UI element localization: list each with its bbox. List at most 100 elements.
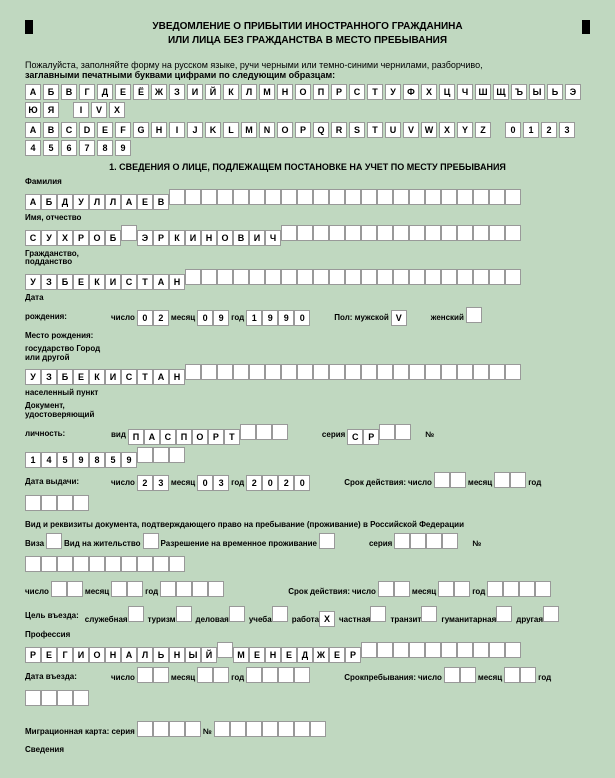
cell[interactable] (441, 225, 457, 241)
cell[interactable] (201, 364, 217, 380)
cell[interactable]: 2 (137, 475, 153, 491)
cell[interactable]: 0 (294, 475, 310, 491)
cell[interactable] (460, 667, 476, 683)
cell[interactable]: У (25, 369, 41, 385)
cell[interactable]: А (25, 194, 41, 210)
cell[interactable] (378, 581, 394, 597)
cell[interactable] (233, 269, 249, 285)
cell[interactable] (505, 225, 521, 241)
cell[interactable] (425, 269, 441, 285)
cell[interactable] (265, 269, 281, 285)
cell[interactable] (294, 721, 310, 737)
cell[interactable]: 3 (153, 475, 169, 491)
cell[interactable]: 1 (25, 452, 41, 468)
cell[interactable]: 3 (213, 475, 229, 491)
cell[interactable] (310, 721, 326, 737)
cell[interactable] (272, 424, 288, 440)
cell[interactable] (329, 269, 345, 285)
cell[interactable] (233, 364, 249, 380)
cell[interactable] (505, 642, 521, 658)
cell[interactable] (409, 189, 425, 205)
cell[interactable] (395, 424, 411, 440)
cell[interactable] (361, 269, 377, 285)
cell[interactable] (473, 225, 489, 241)
cell[interactable] (393, 364, 409, 380)
cell[interactable] (169, 721, 185, 737)
cell[interactable] (197, 667, 213, 683)
cell[interactable] (503, 581, 519, 597)
cell[interactable] (25, 556, 41, 572)
cell[interactable]: Э (137, 230, 153, 246)
cell[interactable]: 9 (262, 310, 278, 326)
cell[interactable]: И (249, 230, 265, 246)
cell[interactable]: Е (73, 274, 89, 290)
cell[interactable]: 9 (73, 452, 89, 468)
cell[interactable] (450, 472, 466, 488)
cell[interactable]: 5 (57, 452, 73, 468)
cell[interactable]: К (89, 369, 105, 385)
cell[interactable] (361, 225, 377, 241)
cell[interactable] (505, 364, 521, 380)
cell[interactable]: Р (345, 647, 361, 663)
cell[interactable] (57, 690, 73, 706)
cell[interactable]: V (391, 310, 407, 326)
cell[interactable] (505, 269, 521, 285)
cell[interactable] (409, 225, 425, 241)
cell[interactable] (176, 581, 192, 597)
cell[interactable]: Е (73, 369, 89, 385)
cell[interactable]: О (89, 647, 105, 663)
cell[interactable] (73, 556, 89, 572)
cell[interactable] (457, 364, 473, 380)
purpose-check[interactable] (176, 606, 192, 622)
cell[interactable] (249, 364, 265, 380)
cell[interactable] (153, 447, 169, 463)
cell[interactable]: 0 (262, 475, 278, 491)
cell[interactable]: Н (169, 369, 185, 385)
cell[interactable]: Е (329, 647, 345, 663)
cell[interactable] (473, 642, 489, 658)
cell[interactable] (473, 364, 489, 380)
cell[interactable]: П (176, 429, 192, 445)
cell[interactable]: К (169, 230, 185, 246)
cell[interactable] (169, 556, 185, 572)
cell[interactable] (438, 581, 454, 597)
cell[interactable] (256, 424, 272, 440)
cell[interactable] (51, 581, 67, 597)
cell[interactable]: А (121, 647, 137, 663)
cell[interactable] (441, 364, 457, 380)
cell[interactable]: Д (57, 194, 73, 210)
cell[interactable]: А (121, 194, 137, 210)
cell[interactable] (489, 225, 505, 241)
cell[interactable] (143, 533, 159, 549)
cell[interactable]: Е (137, 194, 153, 210)
cell[interactable] (201, 189, 217, 205)
purpose-check[interactable]: X (319, 611, 335, 627)
cell[interactable] (121, 225, 137, 241)
cell[interactable] (281, 225, 297, 241)
cell[interactable]: Р (363, 429, 379, 445)
cell[interactable] (457, 642, 473, 658)
cell[interactable]: С (121, 369, 137, 385)
cell[interactable]: Х (57, 230, 73, 246)
cell[interactable] (25, 690, 41, 706)
cell[interactable]: С (160, 429, 176, 445)
cell[interactable] (201, 269, 217, 285)
cell[interactable]: С (25, 230, 41, 246)
cell[interactable] (73, 495, 89, 511)
cell[interactable] (466, 307, 482, 323)
cell[interactable] (265, 189, 281, 205)
purpose-check[interactable] (272, 606, 288, 622)
cell[interactable]: Н (265, 647, 281, 663)
cell[interactable] (249, 189, 265, 205)
cell[interactable]: Н (169, 274, 185, 290)
cell[interactable] (297, 225, 313, 241)
cell[interactable] (377, 364, 393, 380)
cell[interactable] (153, 721, 169, 737)
cell[interactable]: В (153, 194, 169, 210)
purpose-check[interactable] (496, 606, 512, 622)
cell[interactable]: А (153, 274, 169, 290)
cell[interactable] (185, 269, 201, 285)
cell[interactable]: П (128, 429, 144, 445)
cell[interactable] (425, 189, 441, 205)
cell[interactable] (89, 556, 105, 572)
